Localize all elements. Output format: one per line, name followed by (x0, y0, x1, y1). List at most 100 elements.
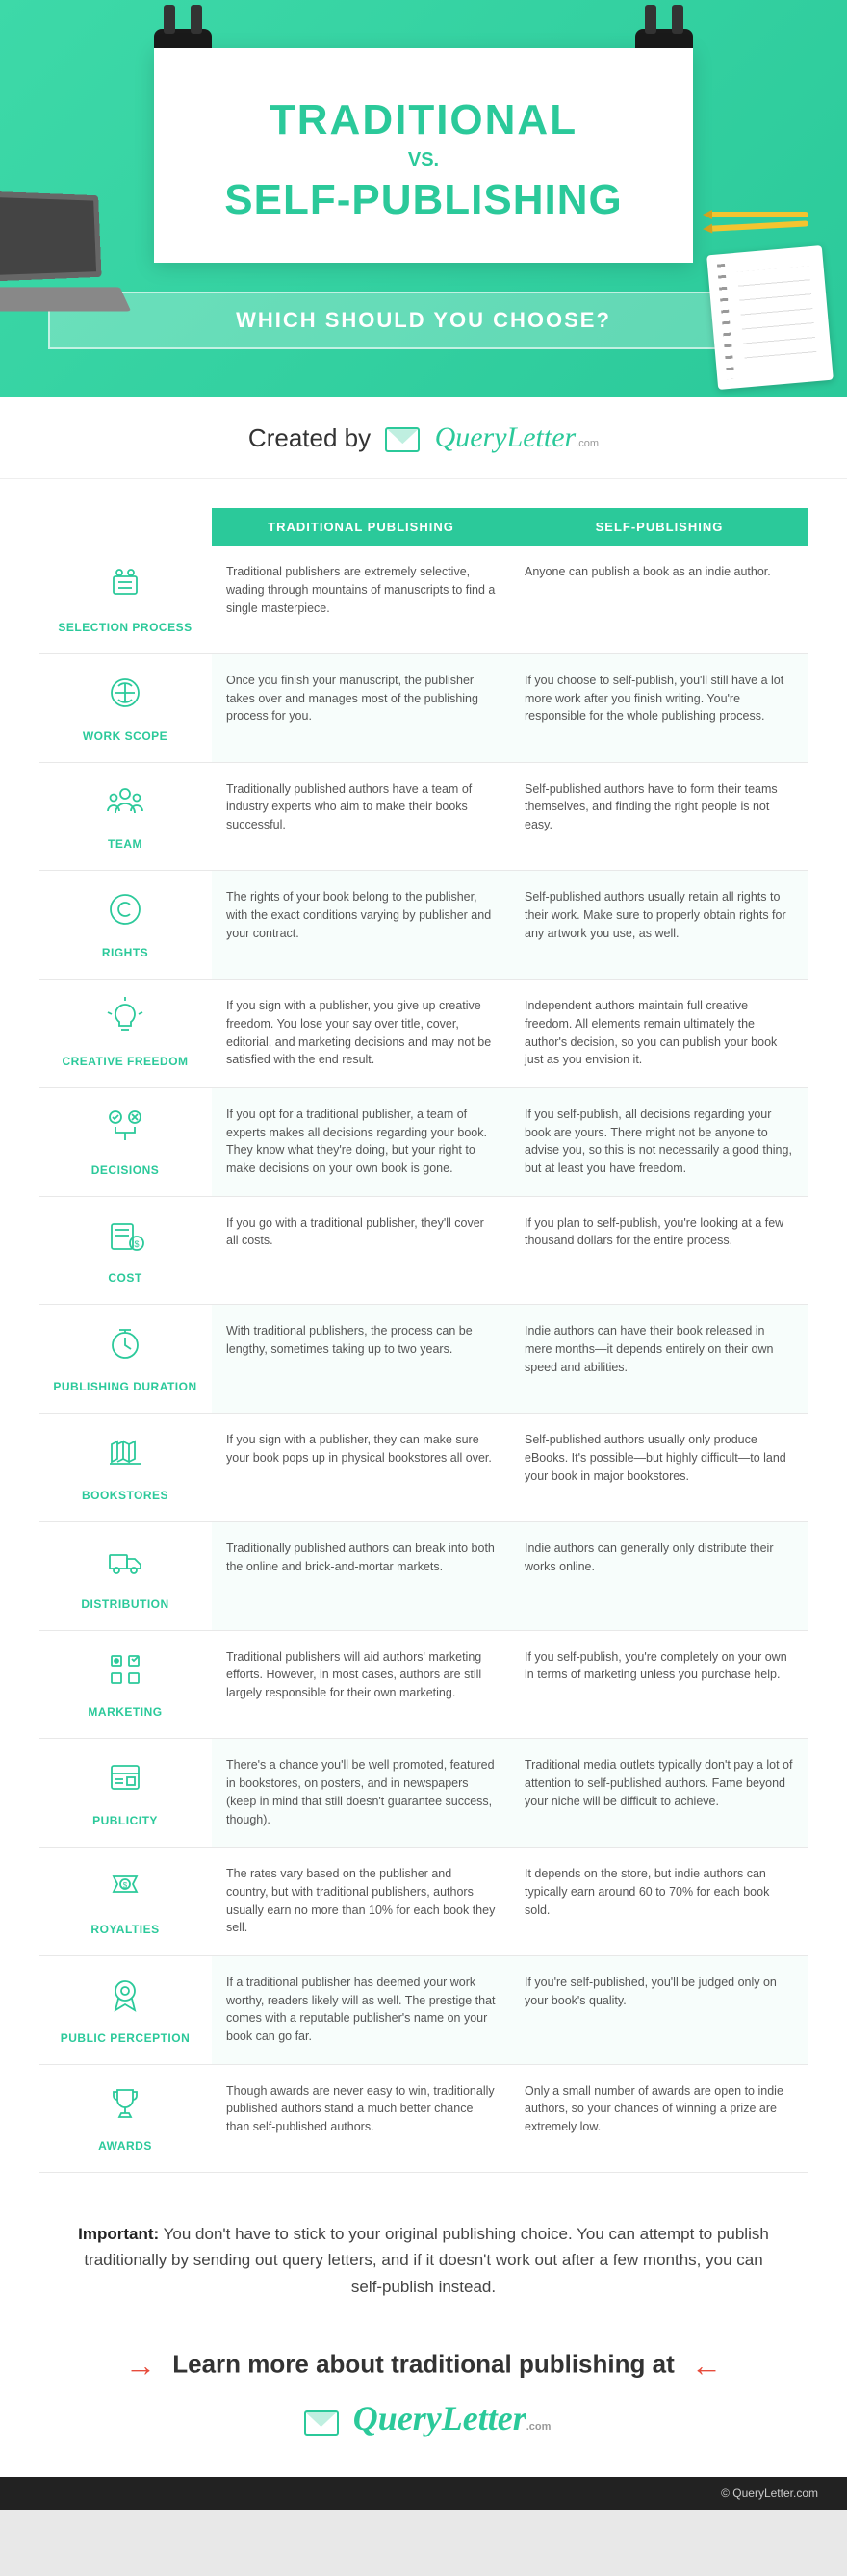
category-label: PUBLISHING DURATION (53, 1378, 197, 1395)
self-publishing-cell: It depends on the store, but indie autho… (510, 1848, 808, 1956)
created-by-bar: Created by QueryLetter.com (0, 397, 847, 479)
awards-icon (104, 2082, 146, 2125)
self-publishing-cell: If you choose to self-publish, you'll st… (510, 653, 808, 762)
title-line-2: SELF-PUBLISHING (183, 176, 664, 224)
category-cell: BOOKSTORES (38, 1414, 212, 1522)
hero-section: TRADITIONAL VS. SELF-PUBLISHING WHICH SH… (0, 0, 847, 397)
header-traditional: TRADITIONAL PUBLISHING (212, 508, 510, 546)
self-publishing-cell: Traditional media outlets typically don'… (510, 1739, 808, 1848)
brand-name: QueryLetter (435, 421, 577, 453)
subtitle-band: WHICH SHOULD YOU CHOOSE? (48, 292, 799, 349)
category-cell: RIGHTS (38, 871, 212, 980)
category-cell: DECISIONS (38, 1087, 212, 1196)
important-text: You don't have to stick to your original… (84, 2225, 769, 2295)
arrow-right-icon: → (125, 2348, 156, 2384)
table-row: PUBLICITY There's a chance you'll be wel… (38, 1739, 808, 1848)
perception-icon (104, 1974, 146, 2016)
category-cell: $ ROYALTIES (38, 1848, 212, 1956)
bookstores-icon (104, 1431, 146, 1473)
category-cell: PUBLIC PERCEPTION (38, 1955, 212, 2064)
table-row: MARKETING Traditional publishers will ai… (38, 1630, 808, 1739)
notebook-illustration (706, 245, 834, 390)
table-row: BOOKSTORES If you sign with a publisher,… (38, 1414, 808, 1522)
created-by-prefix: Created by (248, 423, 371, 452)
table-row: CREATIVE FREEDOM If you sign with a publ… (38, 980, 808, 1088)
category-label: COST (53, 1269, 197, 1287)
category-cell: DISTRIBUTION (38, 1521, 212, 1630)
self-publishing-cell: Anyone can publish a book as an indie au… (510, 546, 808, 653)
footer-copyright: © QueryLetter.com (0, 2477, 847, 2510)
self-publishing-cell: Self-published authors usually only prod… (510, 1414, 808, 1522)
category-cell: AWARDS (38, 2064, 212, 2173)
table-row: $ COST If you go with a traditional publ… (38, 1196, 808, 1305)
category-label: CREATIVE FREEDOM (53, 1053, 197, 1070)
category-cell: SELECTION PROCESS (38, 546, 212, 653)
category-cell: MARKETING (38, 1630, 212, 1739)
comparison-table-wrap: TRADITIONAL PUBLISHING SELF-PUBLISHING S… (0, 479, 847, 2192)
table-row: SELECTION PROCESS Traditional publishers… (38, 546, 808, 653)
traditional-cell: If you go with a traditional publisher, … (212, 1196, 510, 1305)
svg-text:$: $ (134, 1239, 139, 1249)
table-row: $ ROYALTIES The rates vary based on the … (38, 1848, 808, 1956)
traditional-cell: With traditional publishers, the process… (212, 1305, 510, 1414)
marketing-icon (104, 1648, 146, 1691)
traditional-cell: Traditionally published authors have a t… (212, 762, 510, 871)
self-publishing-cell: If you plan to self-publish, you're look… (510, 1196, 808, 1305)
category-label: PUBLIC PERCEPTION (53, 2029, 197, 2047)
publicity-icon (104, 1756, 146, 1798)
envelope-icon (385, 427, 420, 452)
traditional-cell: Though awards are never easy to win, tra… (212, 2064, 510, 2173)
title-line-1: TRADITIONAL (183, 96, 664, 144)
category-cell: $ COST (38, 1196, 212, 1305)
brand-suffix: .com (576, 438, 599, 449)
team-icon (104, 780, 146, 823)
table-row: DISTRIBUTION Traditionally published aut… (38, 1521, 808, 1630)
traditional-cell: Traditional publishers are extremely sel… (212, 546, 510, 653)
important-note: Important: You don't have to stick to yo… (0, 2192, 847, 2329)
category-label: PUBLICITY (53, 1812, 197, 1829)
decisions-icon (104, 1106, 146, 1148)
header-self: SELF-PUBLISHING (510, 508, 808, 546)
self-publishing-cell: Self-published authors usually retain al… (510, 871, 808, 980)
royalties-icon: $ (104, 1865, 146, 1907)
learn-more-section: → Learn more about traditional publishin… (0, 2329, 847, 2477)
category-label: AWARDS (53, 2137, 197, 2155)
brand-name-footer: QueryLetter (353, 2399, 526, 2437)
traditional-cell: If you sign with a publisher, you give u… (212, 980, 510, 1088)
category-label: TEAM (53, 835, 197, 853)
distribution-icon (104, 1540, 146, 1582)
category-label: WORK SCOPE (53, 727, 197, 745)
traditional-cell: Once you finish your manuscript, the pub… (212, 653, 510, 762)
self-publishing-cell: If you self-publish, you're completely o… (510, 1630, 808, 1739)
header-empty (38, 508, 212, 546)
table-header-row: TRADITIONAL PUBLISHING SELF-PUBLISHING (38, 508, 808, 546)
category-label: SELECTION PROCESS (53, 619, 197, 636)
traditional-cell: Traditional publishers will aid authors'… (212, 1630, 510, 1739)
selection-icon (104, 563, 146, 605)
scope-icon (104, 672, 146, 714)
category-label: RIGHTS (53, 944, 197, 961)
category-cell: WORK SCOPE (38, 653, 212, 762)
traditional-cell: There's a chance you'll be well promoted… (212, 1739, 510, 1848)
rights-icon (104, 888, 146, 931)
comparison-table: TRADITIONAL PUBLISHING SELF-PUBLISHING S… (38, 508, 808, 2173)
category-label: DISTRIBUTION (53, 1595, 197, 1613)
brand-suffix-footer: .com (526, 2421, 552, 2433)
envelope-icon (304, 2410, 339, 2436)
title-scroll: TRADITIONAL VS. SELF-PUBLISHING (154, 48, 693, 263)
table-row: WORK SCOPE Once you finish your manuscri… (38, 653, 808, 762)
table-row: PUBLIC PERCEPTION If a traditional publi… (38, 1955, 808, 2064)
traditional-cell: Traditionally published authors can brea… (212, 1521, 510, 1630)
self-publishing-cell: If you're self-published, you'll be judg… (510, 1955, 808, 2064)
traditional-cell: If you opt for a traditional publisher, … (212, 1087, 510, 1196)
category-label: DECISIONS (53, 1161, 197, 1179)
laptop-illustration (0, 192, 144, 308)
category-cell: CREATIVE FREEDOM (38, 980, 212, 1088)
traditional-cell: The rates vary based on the publisher an… (212, 1848, 510, 1956)
category-cell: PUBLISHING DURATION (38, 1305, 212, 1414)
traditional-cell: If a traditional publisher has deemed yo… (212, 1955, 510, 2064)
table-row: AWARDS Though awards are never easy to w… (38, 2064, 808, 2173)
category-label: ROYALTIES (53, 1921, 197, 1938)
title-vs: VS. (183, 149, 664, 171)
category-cell: PUBLICITY (38, 1739, 212, 1848)
